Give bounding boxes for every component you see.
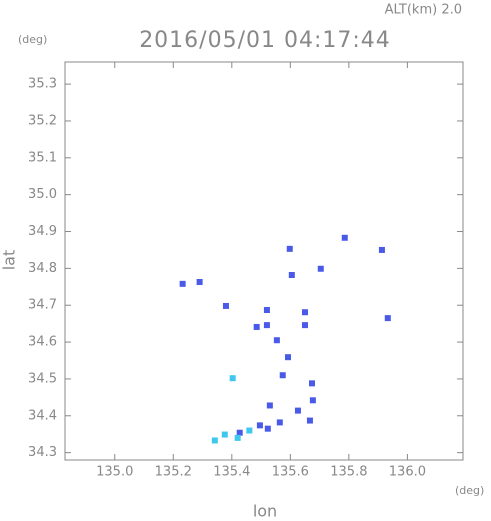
echo-patch <box>317 265 324 272</box>
echo-patch <box>266 402 273 409</box>
echo-patch <box>222 302 229 309</box>
y-tick-label: 35.0 <box>28 187 57 202</box>
echo-patch <box>256 422 263 429</box>
y-tick-label: 35.3 <box>28 77 57 92</box>
echo-patch <box>309 397 316 404</box>
echo-patch <box>279 372 286 379</box>
echo-patch <box>301 322 308 329</box>
echo-patch <box>263 322 270 329</box>
x-tick-label: 135.2 <box>155 465 192 480</box>
echo-patch <box>246 427 253 434</box>
x-unit: (deg) <box>455 484 484 497</box>
echo-patch <box>301 309 308 316</box>
plot-frame <box>64 61 464 461</box>
y-tick-label: 34.8 <box>28 261 57 276</box>
y-tick-label: 34.6 <box>28 335 57 350</box>
y-axis-label: lat <box>0 250 19 271</box>
echo-patch <box>276 419 283 426</box>
echo-patch <box>229 375 236 382</box>
echo-patch <box>378 246 385 253</box>
y-tick-label: 35.1 <box>28 150 57 165</box>
echo-patch <box>308 380 315 387</box>
chart-subtitle: ALT(km) 2.0 <box>385 3 462 18</box>
y-unit: (deg) <box>18 33 47 46</box>
y-tick-label: 34.9 <box>28 224 57 239</box>
y-tick-label: 35.2 <box>28 113 57 128</box>
echo-patch <box>211 437 218 444</box>
x-tick-label: 135.8 <box>330 465 367 480</box>
x-tick-label: 135.4 <box>213 465 250 480</box>
y-tick-label: 34.5 <box>28 371 57 386</box>
x-tick-label: 135.6 <box>272 465 309 480</box>
x-axis-label: lon <box>253 502 277 521</box>
y-tick-label: 34.3 <box>28 445 57 460</box>
echo-patch <box>273 337 280 344</box>
echo-patch <box>253 323 260 330</box>
echo-patch <box>263 307 270 314</box>
echo-patch <box>179 280 186 287</box>
x-tick-label: 135.0 <box>96 465 133 480</box>
echo-patch <box>286 245 293 252</box>
echo-patch <box>284 354 291 361</box>
chart-title: 2016/05/01 04:17:44 <box>139 28 391 53</box>
x-tick-label: 136.0 <box>389 465 426 480</box>
y-tick-label: 34.7 <box>28 298 57 313</box>
echo-patch <box>306 417 313 424</box>
echo-patch <box>264 425 271 432</box>
echo-patch <box>294 407 301 414</box>
echo-patch <box>288 272 295 279</box>
echo-patch <box>341 234 348 241</box>
echo-patch <box>236 429 243 436</box>
echo-patch <box>384 315 391 322</box>
y-tick-label: 34.4 <box>28 408 57 423</box>
echo-patch <box>196 279 203 286</box>
echo-patch <box>234 434 241 441</box>
echo-patch <box>221 431 228 438</box>
